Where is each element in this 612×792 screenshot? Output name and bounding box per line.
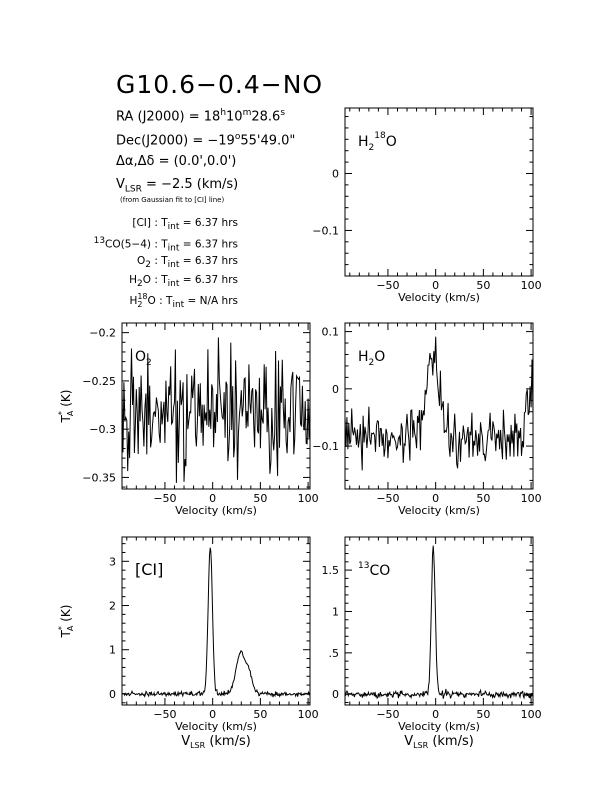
y-tick-label: 0.1 <box>322 326 340 339</box>
x-tick-label: 0 <box>432 492 439 505</box>
tint-row: H2O : Tint = 6.37 hrs <box>129 274 238 290</box>
ra-seconds: 28.6 <box>251 109 281 125</box>
x-tick-label: −50 <box>153 708 176 721</box>
x-tick-label: 0 <box>209 708 216 721</box>
y-tick-label: −0.3 <box>89 423 116 436</box>
plot-h2o: −50 0 50 100 −0.1 0 0.1 H2O Velocity (km/s) <box>312 322 542 517</box>
dec-label: Dec(J2000) = <box>116 133 204 149</box>
ra-seconds-unit: s <box>280 108 286 118</box>
page-title: G10.6−0.4−NO <box>116 70 324 99</box>
y-tick-label: 1 <box>109 644 116 657</box>
tint-row: O2 : Tint = 6.37 hrs <box>136 255 238 271</box>
dec-degrees-unit: o <box>234 132 241 142</box>
y-tick-label: 0 <box>109 688 116 701</box>
plot-frame <box>344 536 534 706</box>
y-axis-label: T*A (K) <box>57 390 75 424</box>
plot-o2: −50 0 50 100 −0.35 −0.3 −0.25 −0.2 O2 Velocity (k… <box>57 322 319 517</box>
vlsr-label-sub: LSR <box>124 184 142 195</box>
y-tick-label: −0.1 <box>312 224 339 237</box>
species-label: 13CO <box>358 561 390 579</box>
x-tick-label: 50 <box>253 708 267 721</box>
x-tick-label: 50 <box>253 492 267 505</box>
spectrum-line <box>344 545 534 700</box>
x-tick-label: −50 <box>376 492 399 505</box>
x-tick-label: 50 <box>476 279 490 292</box>
ra-hours-unit: h <box>220 108 227 118</box>
tint-row: 13CO(5−4) : Tint = 6.37 hrs <box>93 236 238 254</box>
plot-frame <box>344 107 534 277</box>
plot-frame <box>121 536 311 706</box>
vlsr-value: = −2.5 (km/s) <box>146 177 239 192</box>
y-tick-label: .5 <box>329 647 340 660</box>
y-tick-label: −0.25 <box>82 375 116 388</box>
vlsr-axis-label: VLSR (km/s) <box>404 734 474 750</box>
x-axis-label: Velocity (km/s) <box>175 504 257 517</box>
species-label: [CI] <box>135 560 163 579</box>
y-tick-label: 0 <box>332 167 339 180</box>
spectrum-line <box>121 337 311 483</box>
vlsr-line: VLSR = −2.5 (km/s) <box>116 177 238 195</box>
species-label: O2 <box>135 349 152 368</box>
vlsr-label: V <box>116 177 125 192</box>
x-tick-label: 100 <box>298 492 319 505</box>
x-tick-label: 100 <box>521 279 542 292</box>
plot-ci: −50 0 50 100 0 1 2 3 [CI] Velocity (km/s)VLSR (km… <box>57 536 319 750</box>
x-tick-label: 100 <box>521 492 542 505</box>
x-tick-label: −50 <box>376 708 399 721</box>
dec-degrees: −19 <box>207 133 235 149</box>
species-label: H2O <box>358 349 385 368</box>
vlsr-note: (from Gaussian fit to [CI] line) <box>120 196 225 204</box>
y-tick-label: 1 <box>332 605 339 618</box>
x-tick-label: −50 <box>153 492 176 505</box>
tint-row: [CI] : Tint = 6.37 hrs <box>132 217 238 233</box>
x-tick-label: 50 <box>476 708 490 721</box>
y-axis-label: T*A (K) <box>57 605 75 639</box>
x-tick-label: 100 <box>521 708 542 721</box>
offset-line: Δα,Δδ = (0.0',0.0') <box>116 154 236 169</box>
x-tick-label: 0 <box>432 279 439 292</box>
ra-hours: 18 <box>203 109 221 125</box>
y-tick-label: −0.1 <box>312 440 339 453</box>
vlsr-axis-label: VLSR (km/s) <box>181 734 251 750</box>
x-tick-label: 0 <box>432 708 439 721</box>
y-tick-label: −0.2 <box>89 327 116 340</box>
dec-line: Dec(J2000) = −19o55'49.0" <box>116 132 295 148</box>
ra-minutes: 10 <box>226 109 243 125</box>
offset-value: (0.0',0.0') <box>173 154 237 169</box>
x-axis-label: Velocity (km/s) <box>175 720 257 733</box>
y-tick-label: −0.35 <box>82 471 116 484</box>
offset-label: Δα,Δδ = <box>116 154 170 169</box>
y-tick-label: 3 <box>109 555 116 568</box>
y-tick-label: 0 <box>332 383 339 396</box>
x-tick-label: 100 <box>298 708 319 721</box>
plot-frame <box>344 322 534 490</box>
ra-minutes-unit: m <box>242 108 252 118</box>
spectrum-line <box>121 547 311 698</box>
y-tick-label: 1.5 <box>322 564 340 577</box>
ra-line: RA (J2000) = 18h10m28.6s <box>116 108 285 124</box>
spectrum-line <box>344 336 534 471</box>
tint-row: H 18 2 O : Tint = N/A hrs <box>129 292 238 311</box>
plot-13co: −50 0 50 100 0 .5 1 1.5 13CO Velocity (km/s)VLSR … <box>322 536 542 750</box>
x-axis-label: Velocity (km/s) <box>398 504 480 517</box>
x-tick-label: 50 <box>476 492 490 505</box>
ra-label: RA (J2000) = <box>116 109 200 125</box>
x-axis-label: Velocity (km/s) <box>398 291 480 304</box>
x-axis-label: Velocity (km/s) <box>398 720 480 733</box>
x-tick-label: −50 <box>376 279 399 292</box>
dec-rest: 55'49.0" <box>240 133 296 149</box>
y-tick-label: 2 <box>109 600 116 613</box>
species-label: H218O <box>358 131 397 153</box>
y-tick-label: 0 <box>332 688 339 701</box>
plot-h218o: −50 0 50 100 −0.1 0 H218O Velocity (km/s) <box>312 107 542 304</box>
x-tick-label: 0 <box>209 492 216 505</box>
